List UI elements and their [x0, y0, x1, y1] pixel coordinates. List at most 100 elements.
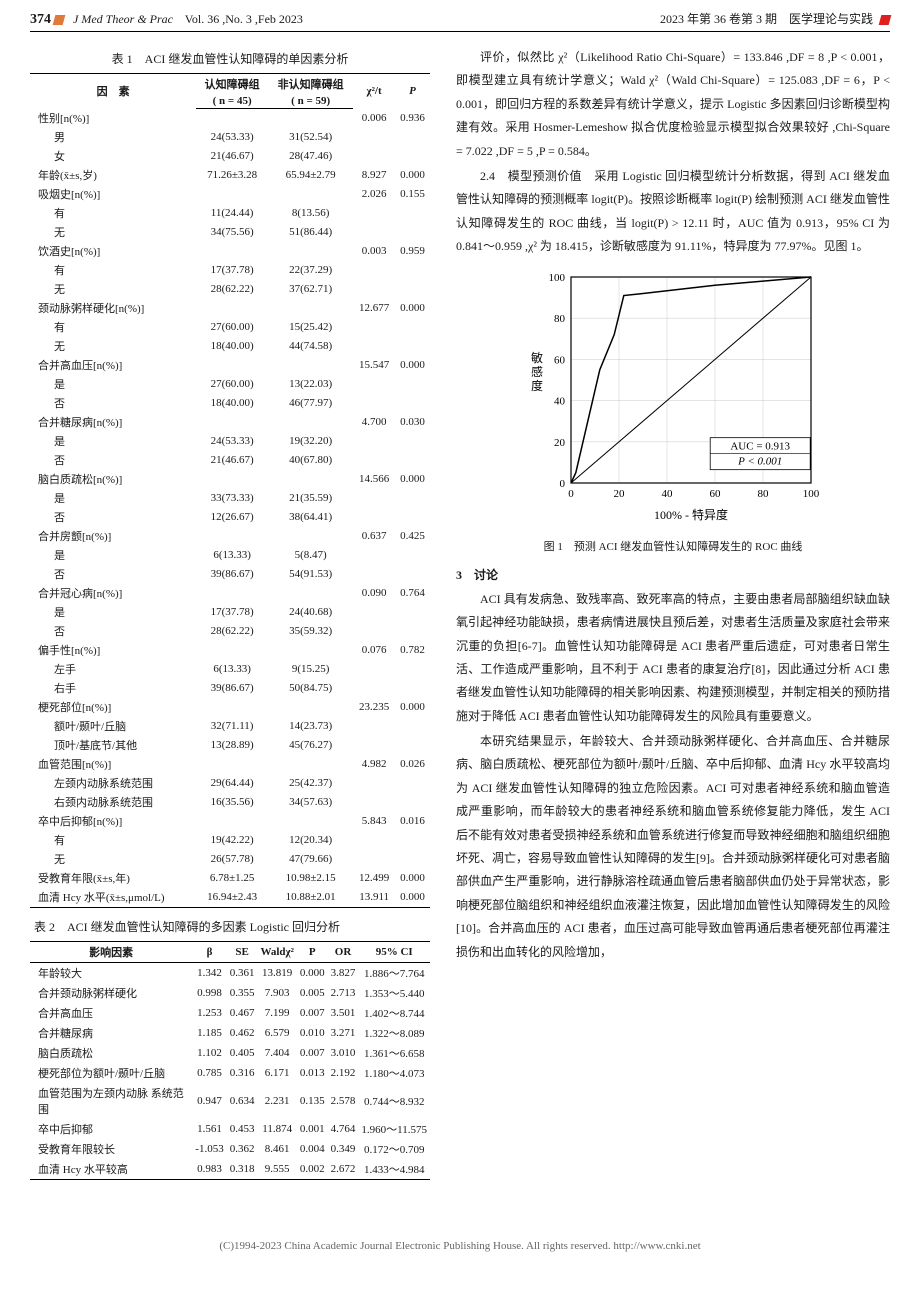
svg-text:0: 0: [560, 478, 566, 490]
table-row: 是17(37.78)24(40.68): [30, 603, 430, 622]
table2-header-cell: SE: [227, 941, 258, 962]
left-column: 表 1 ACI 继发血管性认知障碍的单因素分析 因 素 认知障碍组 非认知障碍组…: [30, 46, 430, 1180]
table-row: 女21(46.67)28(47.46): [30, 147, 430, 166]
table1: 因 素 认知障碍组 非认知障碍组 χ²/t P ( n = 45) ( n = …: [30, 73, 430, 908]
table-row: 无34(75.56)51(86.44): [30, 223, 430, 242]
svg-text:度: 度: [531, 378, 543, 393]
svg-text:40: 40: [662, 488, 674, 500]
table1-col-cog-n: ( n = 45): [196, 93, 268, 109]
section-3-heading: 3 讨论: [456, 564, 890, 587]
table1-col-factor: 因 素: [30, 74, 196, 109]
svg-text:20: 20: [614, 488, 626, 500]
table-row: 男24(53.33)31(52.54): [30, 128, 430, 147]
table2-header-cell: P: [297, 941, 328, 962]
table-row: 梗死部位[n(%)]23.2350.000: [30, 698, 430, 717]
table-row: 受教育年限(x̄±s,年)6.78±1.2510.98±2.1512.4990.…: [30, 869, 430, 888]
table-row: 顶叶/基底节/其他13(28.89)45(76.27): [30, 736, 430, 755]
table-row: 卒中后抑郁[n(%)]5.8430.016: [30, 812, 430, 831]
table-row: 右颈内动脉系统范围16(35.56)34(57.63): [30, 793, 430, 812]
svg-text:80: 80: [758, 488, 770, 500]
table-row: 否39(86.67)54(91.53): [30, 565, 430, 584]
svg-text:感: 感: [531, 364, 543, 379]
svg-text:0: 0: [568, 488, 574, 500]
roc-chart: 00 20 20 40 40 60 60 80 80 100 100 100% - 特异度 敏感度 AUC…: [523, 265, 823, 525]
table2-title: 表 2 ACI 继发血管性认知障碍的多因素 Logistic 回归分析: [30, 918, 430, 935]
svg-text:敏: 敏: [531, 350, 543, 365]
table1-col-cog: 认知障碍组: [196, 74, 268, 94]
table-row: 无28(62.22)37(62.71): [30, 280, 430, 299]
table-row: 年龄(x̄±s,岁)71.26±3.2865.94±2.798.9270.000: [30, 166, 430, 185]
table-row: 血清 Hcy 水平较高0.9830.3189.5550.0022.6721.43…: [30, 1159, 430, 1180]
table-row: 血管范围[n(%)]4.9820.026: [30, 755, 430, 774]
figure-1-caption: 图 1 预测 ACI 继发血管性认知障碍发生的 ROC 曲线: [456, 537, 890, 558]
table1-col-chi: χ²/t: [353, 74, 395, 109]
figure-1-wrap: 00 20 20 40 40 60 60 80 80 100 100 100% - 特异度 敏感度 AUC…: [456, 265, 890, 559]
table-row: 合并糖尿病1.1850.4626.5790.0103.2711.322～8.08…: [30, 1023, 430, 1043]
right-column: 评价，似然比 χ²（Likelihood Ratio Chi-Square）= …: [456, 46, 890, 1180]
svg-text:60: 60: [710, 488, 722, 500]
table-row: 梗死部位为额叶/颞叶/丘脑0.7850.3166.1710.0132.1921.…: [30, 1063, 430, 1083]
paragraph-3: ACI 具有发病急、致残率高、致死率高的特点，主要由患者局部脑组织缺血缺氧引起神…: [456, 588, 890, 728]
svg-text:100% - 特异度: 100% - 特异度: [654, 507, 728, 522]
table-row: 年龄较大1.3420.36113.8190.0003.8271.886～7.76…: [30, 962, 430, 983]
page-number: 374: [30, 12, 51, 27]
journal-cn-title: 医学理论与实践: [789, 12, 873, 26]
table-row: 左手6(13.33)9(15.25): [30, 660, 430, 679]
table-row: 额叶/颞叶/丘脑32(71.11)14(23.73): [30, 717, 430, 736]
table2-header-cell: β: [192, 941, 226, 962]
table-row: 合并高血压[n(%)]15.5470.000: [30, 356, 430, 375]
svg-text:60: 60: [554, 354, 566, 366]
svg-text:20: 20: [554, 436, 566, 448]
svg-text:40: 40: [554, 395, 566, 407]
table-row: 脑白质疏松1.1020.4057.4040.0073.0101.361～6.65…: [30, 1043, 430, 1063]
table2-header-cell: OR: [328, 941, 359, 962]
table-row: 无18(40.00)44(74.58): [30, 337, 430, 356]
paragraph-2: 2.4 模型预测价值 采用 Logistic 回归模型统计分析数据，得到 ACI…: [456, 165, 890, 259]
table-row: 血管范围为左颈内动脉 系统范围0.9470.6342.2310.1352.578…: [30, 1083, 430, 1119]
table-row: 否12(26.67)38(64.41): [30, 508, 430, 527]
table-row: 右手39(86.67)50(84.75): [30, 679, 430, 698]
table-row: 是33(73.33)21(35.59): [30, 489, 430, 508]
svg-text:100: 100: [803, 488, 820, 500]
table-row: 无26(57.78)47(79.66): [30, 850, 430, 869]
table-row: 卒中后抑郁1.5610.45311.8740.0014.7641.960～11.…: [30, 1119, 430, 1139]
svg-text:80: 80: [554, 313, 566, 325]
table-row: 颈动脉粥样硬化[n(%)]12.6770.000: [30, 299, 430, 318]
svg-text:100: 100: [549, 272, 566, 284]
table2-header-cell: 95% CI: [358, 941, 430, 962]
table-row: 有11(24.44)8(13.56): [30, 204, 430, 223]
page-header: 374 J Med Theor & Prac Vol. 36 ,No. 3 ,F…: [30, 10, 890, 32]
volume-info: Vol. 36 ,No. 3 ,Feb 2023: [185, 12, 303, 26]
table-row: 合并高血压1.2530.4677.1990.0073.5011.402～8.74…: [30, 1003, 430, 1023]
table-row: 合并冠心病[n(%)]0.0900.764: [30, 584, 430, 603]
paragraph-4: 本研究结果显示，年龄较大、合并颈动脉粥样硬化、合并高血压、合并糖尿病、脑白质疏松…: [456, 730, 890, 964]
table-row: 吸烟史[n(%)]2.0260.155: [30, 185, 430, 204]
table-row: 受教育年限较长-1.0530.3628.4610.0040.3490.172～0…: [30, 1139, 430, 1159]
table-row: 偏手性[n(%)]0.0760.782: [30, 641, 430, 660]
svg-text:P < 0.001: P < 0.001: [737, 455, 782, 467]
table-row: 否21(46.67)40(67.80): [30, 451, 430, 470]
table-row: 是24(53.33)19(32.20): [30, 432, 430, 451]
table-row: 否28(62.22)35(59.32): [30, 622, 430, 641]
header-ornament-left: [53, 15, 66, 25]
header-ornament-right: [879, 15, 892, 25]
section-2-4-title: 2.4 模型预测价值: [480, 169, 582, 183]
table-row: 是6(13.33)5(8.47): [30, 546, 430, 565]
journal-name: J Med Theor & Prac: [73, 12, 173, 26]
table2-header-cell: Waldχ²: [257, 941, 296, 962]
table-row: 饮酒史[n(%)]0.0030.959: [30, 242, 430, 261]
table-row: 血清 Hcy 水平(x̄±s,μmol/L)16.94±2.4310.88±2.…: [30, 888, 430, 908]
table-row: 合并糖尿病[n(%)]4.7000.030: [30, 413, 430, 432]
table1-col-noncog-n: ( n = 59): [268, 93, 353, 109]
table1-title: 表 1 ACI 继发血管性认知障碍的单因素分析: [30, 50, 430, 67]
table-row: 有17(37.78)22(37.29): [30, 261, 430, 280]
table-row: 左颈内动脉系统范围29(64.44)25(42.37): [30, 774, 430, 793]
table-row: 脑白质疏松[n(%)]14.5660.000: [30, 470, 430, 489]
footer: (C)1994-2023 China Academic Journal Elec…: [30, 1240, 890, 1252]
svg-text:AUC = 0.913: AUC = 0.913: [730, 440, 790, 452]
table-row: 有27(60.00)15(25.42): [30, 318, 430, 337]
table-row: 合并房颤[n(%)]0.6370.425: [30, 527, 430, 546]
table-row: 否18(40.00)46(77.97): [30, 394, 430, 413]
issue-cn: 2023 年第 36 卷第 3 期: [660, 12, 777, 26]
table-row: 合并颈动脉粥样硬化0.9980.3557.9030.0052.7131.353～…: [30, 983, 430, 1003]
